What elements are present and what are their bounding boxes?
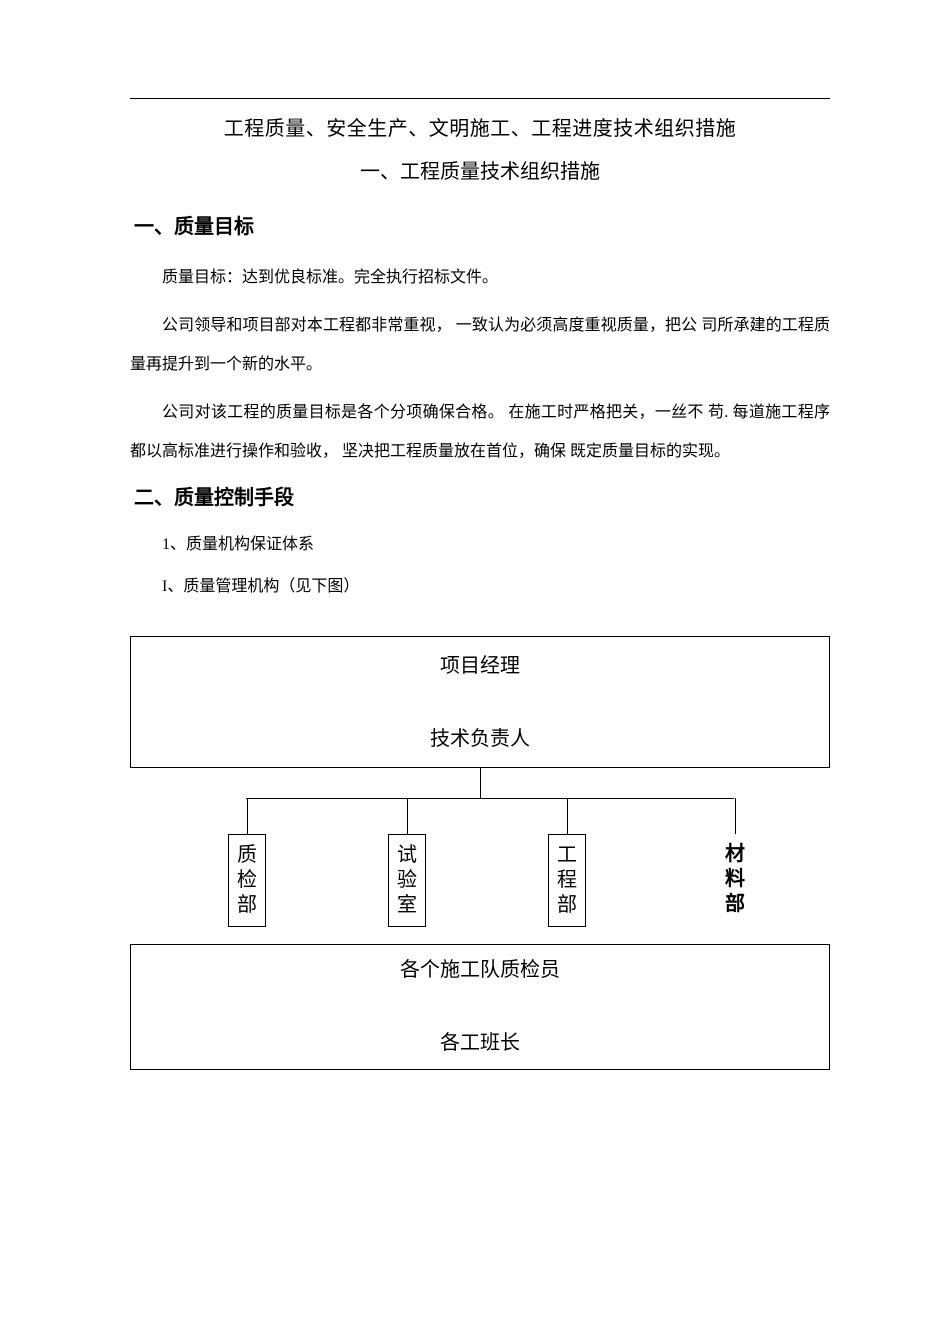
org-bottom-box: 各个施工队质检员 各工班长 [130, 944, 830, 1070]
org-bot-line2: 各工班长 [131, 1026, 829, 1069]
section2-item1a: I、质量管理机构（见下图） [162, 572, 830, 596]
org-top-box: 项目经理 技术负责人 [130, 636, 830, 768]
section2-heading: 二、质量控制手段 [134, 481, 830, 510]
org-dep-box: 工程部 [548, 834, 586, 927]
org-dep-box: 材料部 [716, 834, 754, 925]
top-rule [130, 98, 830, 99]
doc-title: 工程质量、安全生产、文明施工、工程进度技术组织措施 [130, 112, 830, 141]
section1-p1: 质量目标：达到优良标准。完全执行招标文件。 [130, 259, 830, 297]
org-top-line1: 项目经理 [131, 637, 829, 722]
org-center-connector [480, 768, 481, 798]
org-dep-box: 质检部 [228, 834, 266, 927]
org-top-line2: 技术负责人 [131, 722, 829, 767]
org-branch-connector [735, 798, 736, 834]
org-hline [246, 798, 734, 799]
org-branches [130, 798, 830, 834]
org-chart: 项目经理 技术负责人 质检部 试验室 工程部 材料部 各个施工队质检员 各工班长 [130, 636, 830, 1070]
org-deps: 质检部 试验室 工程部 材料部 [130, 834, 830, 944]
org-dep-box: 试验室 [388, 834, 426, 927]
doc-subtitle: 一、工程质量技术组织措施 [130, 155, 830, 184]
section2-item1: 1、质量机构保证体系 [162, 530, 830, 554]
section1-p3: 公司对该工程的质量目标是各个分项确保合格。 在施工时严格把关，一丝不 苟. 每道… [130, 394, 830, 471]
org-bot-line1: 各个施工队质检员 [131, 945, 829, 1026]
org-branch-connector [247, 798, 248, 834]
section1-p2: 公司领导和项目部对本工程都非常重视， 一致认为必须高度重视质量，把公 司所承建的… [130, 307, 830, 384]
page-content: 工程质量、安全生产、文明施工、工程进度技术组织措施 一、工程质量技术组织措施 一… [130, 112, 830, 1070]
org-branch-connector [567, 798, 568, 834]
section1-heading: 一、质量目标 [134, 210, 830, 239]
org-branch-connector [407, 798, 408, 834]
